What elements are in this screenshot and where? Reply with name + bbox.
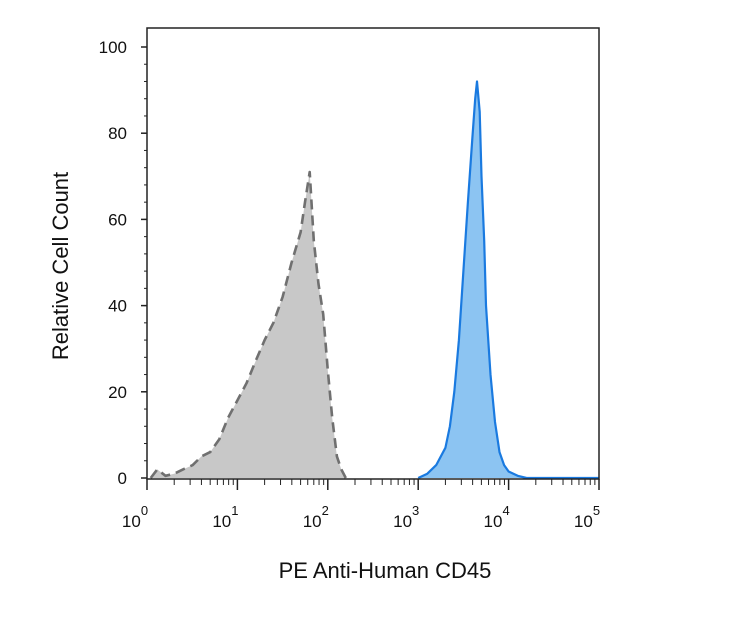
axis-layer: 0 20 40 60 80 100 100 101 102 103 104 105 <box>99 38 600 531</box>
x-tick-label: 101 <box>212 503 238 531</box>
y-tick-label: 60 <box>108 210 127 229</box>
y-tick-label: 80 <box>108 124 127 143</box>
histogram-fill-1 <box>150 172 346 478</box>
y-tick-label: 20 <box>108 383 127 402</box>
y-axis-label: Relative Cell Count <box>48 172 73 360</box>
y-tick-label: 100 <box>99 38 127 57</box>
histogram-line-2 <box>417 80 599 480</box>
x-axis-label: PE Anti-Human CD45 <box>279 558 492 583</box>
x-tick-label: 102 <box>303 503 329 531</box>
x-tick-label: 103 <box>393 503 419 531</box>
y-tick-label: 0 <box>118 469 127 488</box>
x-tick-label: 100 <box>122 503 148 531</box>
x-tick-label: 105 <box>574 503 600 531</box>
histogram-fill-2 <box>418 81 599 478</box>
plot-frame <box>146 27 600 480</box>
series-layer <box>149 80 599 480</box>
y-tick-label: 40 <box>108 297 127 316</box>
x-tick-label: 104 <box>484 503 510 531</box>
